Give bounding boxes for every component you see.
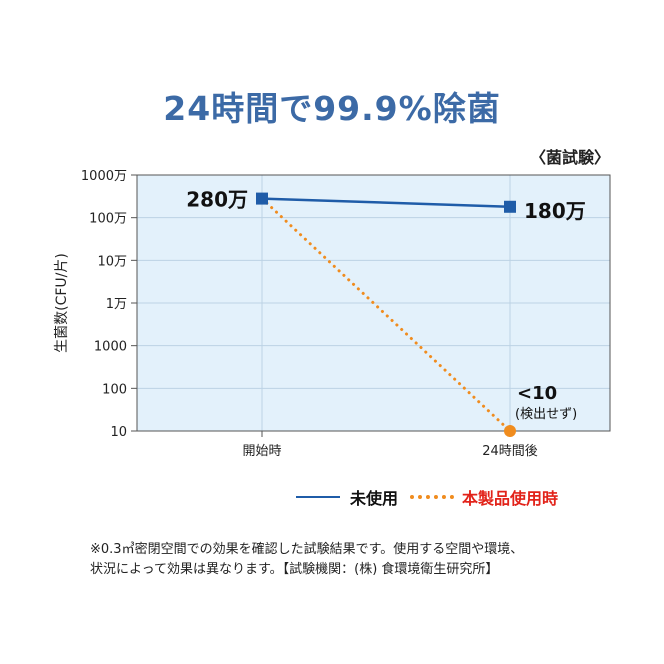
annotation-not-detected: (検出せず)	[515, 407, 577, 422]
series-0-point-0	[256, 192, 268, 205]
y-tick-label: 100	[102, 382, 127, 397]
series-1-point-1	[504, 425, 516, 437]
y-tick-label: 1万	[106, 297, 127, 312]
x-tick-label: 24時間後	[482, 444, 538, 459]
series-line-1	[260, 197, 512, 433]
y-tick-label: 10	[110, 425, 127, 440]
y-tick-label: 1000万	[81, 169, 127, 184]
series	[256, 192, 516, 437]
footnote-line-1: ※0.3㎥密閉空間での効果を確認した試験結果です。使用する空間や環境、	[90, 542, 524, 557]
chart-subtitle: 〈菌試験〉	[529, 148, 610, 167]
series-0-point-1	[504, 200, 516, 213]
legend-swatch-dotted	[410, 495, 455, 499]
footnote-line-2: 状況によって効果は異なります。【試験機関：(株) 食環境衛生研究所】	[90, 562, 499, 577]
legend-item-product: 本製品使用時	[410, 485, 558, 509]
annotations: 280万 180万 <10 (検出せず)	[186, 188, 586, 422]
y-tick-label: 100万	[89, 212, 127, 227]
legend-swatch-solid	[296, 496, 340, 498]
y-axis-label: 生菌数(CFU/片)	[54, 253, 70, 353]
legend-label-product: 本製品使用時	[462, 489, 559, 508]
footnote: ※0.3㎥密閉空間での効果を確認した試験結果です。使用する空間や環境、 状況によ…	[90, 540, 630, 580]
annotation-end-value-product: <10	[517, 383, 557, 404]
annotation-end-value-unused: 180万	[524, 199, 586, 223]
annotation-start-value: 280万	[186, 188, 248, 212]
y-ticks: 10 100 1000 1万 10万 100万 1000万	[81, 169, 137, 440]
legend: 未使用 本製品使用時	[296, 485, 570, 509]
series-line-0	[261, 197, 511, 209]
chart-title: 24時間で99.9%除菌	[163, 89, 501, 128]
x-tick-label: 開始時	[242, 444, 281, 459]
x-ticks: 開始時 24時間後	[242, 431, 538, 459]
legend-item-unused: 未使用	[296, 485, 398, 509]
legend-label-unused: 未使用	[350, 489, 399, 508]
y-tick-label: 1000	[94, 340, 127, 355]
y-tick-label: 10万	[97, 254, 127, 269]
